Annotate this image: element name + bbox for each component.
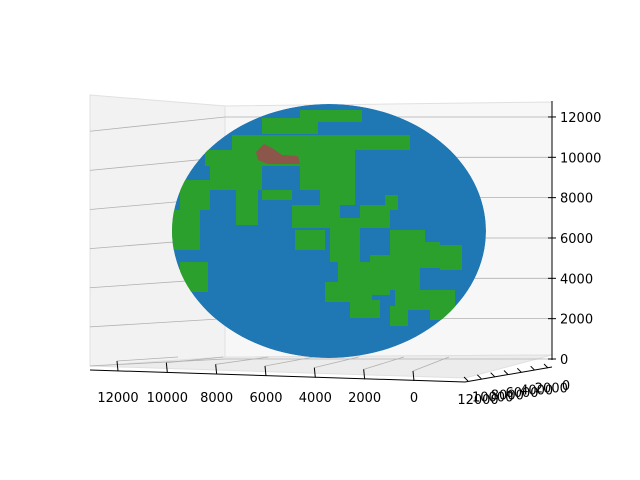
y-tick-mark bbox=[516, 367, 522, 373]
z-grid-left bbox=[89, 116, 226, 132]
x-tick-label: 10000 bbox=[147, 391, 188, 406]
land-patch bbox=[325, 282, 372, 302]
x-tick-mark bbox=[264, 365, 267, 377]
land-patch bbox=[292, 205, 340, 228]
x-tick-mark bbox=[116, 360, 119, 372]
x-grid-floor bbox=[215, 356, 269, 365]
y-tick-mark bbox=[476, 374, 482, 380]
land-patch bbox=[330, 218, 360, 262]
x-grid-floor bbox=[314, 356, 359, 369]
z-axis-ticks: 0 2000 4000 6000 8000 10000 12000 bbox=[548, 111, 601, 368]
globe-surface bbox=[172, 104, 486, 358]
z-tick-label: 8000 bbox=[560, 192, 593, 207]
land-patch bbox=[210, 166, 262, 190]
y-tick-label: 2000 bbox=[535, 381, 568, 396]
x-tick-mark bbox=[412, 370, 415, 382]
land-patch bbox=[262, 190, 292, 200]
land-patch bbox=[370, 255, 420, 290]
land-patch bbox=[385, 195, 398, 210]
y-tick-mark bbox=[530, 365, 536, 371]
axis-lines bbox=[89, 101, 553, 383]
land-patch bbox=[300, 110, 362, 122]
x-tick-label: 12000 bbox=[97, 391, 138, 406]
x-axis-line bbox=[89, 369, 466, 383]
z-tick-label: 12000 bbox=[560, 111, 601, 126]
x-axis-ticks: 12000 10000 8000 6000 4000 2000 0 bbox=[97, 360, 418, 406]
x-tick-mark bbox=[363, 369, 366, 380]
x-grid-floor bbox=[116, 356, 179, 362]
land-patch bbox=[350, 300, 380, 318]
y-tick-label: 6000 bbox=[505, 386, 538, 401]
x-tick-mark bbox=[215, 364, 218, 375]
x-tick-label: 0 bbox=[410, 391, 418, 406]
mountain-patch bbox=[256, 144, 300, 164]
y-tick-mark bbox=[463, 376, 469, 382]
x-tick-label: 2000 bbox=[348, 391, 381, 406]
x-tick-label: 8000 bbox=[200, 391, 233, 406]
land-patch bbox=[320, 175, 355, 205]
land-patch bbox=[232, 135, 410, 150]
land-patch bbox=[295, 230, 325, 250]
x-tick-mark bbox=[313, 367, 316, 378]
x-tick-mark bbox=[165, 362, 168, 373]
z-tick-label: 10000 bbox=[560, 151, 601, 166]
y-tick-label: 8000 bbox=[491, 388, 524, 403]
land-patch bbox=[172, 210, 200, 250]
land-patch bbox=[236, 190, 258, 225]
z-tick-label: 0 bbox=[560, 353, 568, 368]
x-tick-label: 4000 bbox=[299, 391, 332, 406]
x-grid-floor bbox=[363, 356, 404, 370]
z-tick-label: 4000 bbox=[560, 272, 593, 287]
x-grid-floor bbox=[166, 356, 224, 364]
y-tick-label: 10000 bbox=[472, 391, 513, 406]
z-grid-left bbox=[89, 358, 226, 367]
y-tick-label: 0 bbox=[562, 379, 570, 394]
land-patch bbox=[360, 205, 390, 228]
z-tick-label: 2000 bbox=[560, 313, 593, 328]
y-tick-mark bbox=[490, 372, 496, 378]
x-grid-floor bbox=[412, 356, 450, 372]
land-patch bbox=[180, 180, 210, 210]
z-tick-label: 6000 bbox=[560, 232, 593, 247]
y-tick-mark bbox=[543, 363, 549, 369]
land-patch bbox=[390, 306, 408, 326]
x-grid-floor bbox=[264, 356, 314, 367]
y-tick-mark bbox=[503, 370, 509, 375]
x-tick-label: 6000 bbox=[249, 391, 282, 406]
land-patch bbox=[440, 245, 462, 270]
y-tick-label: 4000 bbox=[520, 384, 553, 399]
y-axis-line bbox=[464, 366, 553, 383]
land-patch bbox=[395, 290, 430, 310]
y-tick-label: 12000 bbox=[457, 393, 498, 408]
z-grid-left bbox=[89, 318, 226, 328]
